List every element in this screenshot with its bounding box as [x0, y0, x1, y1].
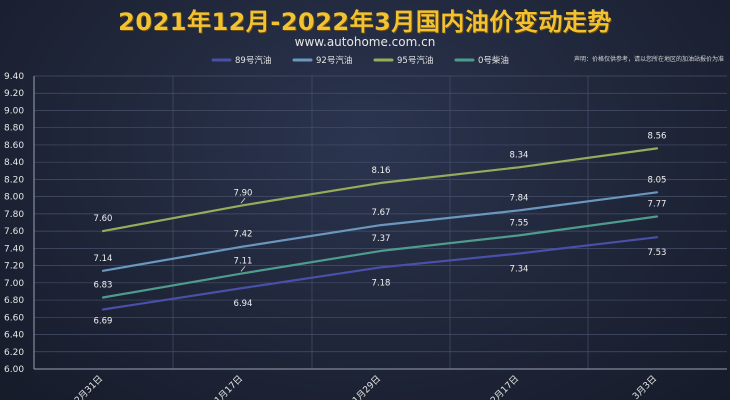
data-label: 7.42	[234, 230, 253, 240]
label-leader-line	[240, 266, 246, 272]
y-tick-label: 8.40	[4, 158, 24, 168]
y-tick-label: 8.20	[4, 175, 24, 185]
data-label: 7.34	[510, 265, 529, 275]
x-tick-label: 1月29日	[350, 373, 383, 400]
data-label: 7.37	[372, 234, 391, 244]
data-label: 7.67	[372, 208, 391, 218]
data-label: 8.56	[648, 131, 667, 141]
data-label: 7.11	[234, 256, 253, 266]
series-line-0	[101, 236, 659, 311]
data-label: 7.55	[510, 218, 529, 228]
data-label: 6.69	[94, 317, 113, 327]
data-label: 8.05	[648, 175, 667, 185]
chart-data-labels: 6.69 6.94 7.18 7.34 7.53 7.14 7.42 7.67 7.84 8.05…	[94, 131, 667, 326]
chart-axes: 6.00 6.20 6.40 6.60 6.80 7.00 7.20 7.40 7.60 7.80…	[4, 72, 727, 400]
y-tick-label: 6.80	[4, 296, 24, 306]
data-label: 7.60	[94, 214, 113, 224]
legend-label-3: 0号柴油	[478, 55, 509, 66]
series-line-3	[101, 215, 659, 299]
y-tick-label: 7.20	[4, 262, 24, 272]
data-label: 7.14	[94, 254, 113, 264]
y-tick-label: 8.80	[4, 124, 24, 134]
y-tick-label: 6.40	[4, 331, 24, 341]
y-tick-label: 6.20	[4, 348, 24, 358]
price-disclaimer: 声明：价格仅供参考，请以您所在地区的加油站报价为准	[573, 56, 724, 63]
y-tick-label: 8.00	[4, 193, 24, 203]
legend-label-2: 95号汽油	[397, 55, 433, 66]
y-tick-label: 8.60	[4, 141, 24, 151]
y-tick-label: 6.00	[4, 365, 24, 375]
data-label: 6.83	[94, 280, 113, 290]
series-line-1	[101, 191, 659, 272]
y-tick-label: 9.20	[4, 89, 24, 99]
data-label: 7.77	[648, 199, 667, 209]
y-tick-label: 6.60	[4, 313, 24, 323]
chart-series-lines	[101, 147, 659, 311]
data-label: 7.90	[234, 188, 253, 198]
y-tick-label: 9.40	[4, 72, 24, 82]
data-label: 6.94	[234, 299, 253, 309]
x-tick-label: 1月17日	[212, 373, 245, 400]
data-label: 7.18	[372, 278, 391, 288]
x-tick-label: 3月3日	[631, 373, 660, 400]
y-tick-label: 7.60	[4, 227, 24, 237]
chart-subtitle: www.autohome.com.cn	[294, 35, 436, 49]
y-tick-label: 7.80	[4, 210, 24, 220]
chart-grid	[34, 75, 727, 370]
x-tick-label: 2月17日	[488, 373, 521, 400]
data-label: 7.84	[510, 193, 529, 203]
data-label: 8.16	[372, 166, 391, 176]
legend-label-1: 92号汽油	[316, 55, 352, 66]
chart-legend: 89号汽油 92号汽油 95号汽油 0号柴油	[211, 55, 509, 66]
chart-title: 2021年12月-2022年3月国内油价变动走势	[118, 8, 612, 36]
y-tick-label: 7.00	[4, 279, 24, 289]
legend-label-0: 89号汽油	[235, 55, 271, 66]
series-line-2	[101, 147, 659, 233]
y-tick-label: 9.00	[4, 106, 24, 116]
y-tick-label: 7.40	[4, 244, 24, 254]
label-leader-line	[240, 198, 246, 204]
data-label: 8.34	[510, 150, 529, 160]
data-label: 7.53	[648, 248, 667, 258]
x-tick-label: 12月31日	[68, 373, 105, 400]
